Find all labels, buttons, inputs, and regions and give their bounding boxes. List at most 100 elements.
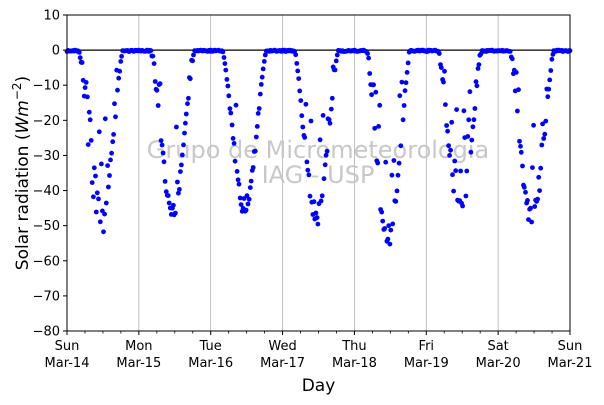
- data-point: [315, 221, 321, 227]
- data-point: [119, 53, 124, 59]
- data-point: [465, 134, 471, 139]
- data-point: [548, 68, 554, 73]
- data-point: [306, 172, 312, 178]
- data-point: [474, 83, 480, 89]
- data-point: [97, 219, 103, 225]
- data-point: [101, 229, 106, 235]
- data-point: [380, 218, 386, 224]
- data-point: [391, 158, 397, 163]
- data-point: [76, 50, 82, 55]
- data-point: [116, 75, 122, 81]
- data-point: [394, 188, 400, 194]
- data-point: [539, 142, 545, 148]
- data-point: [441, 79, 446, 85]
- data-point: [297, 88, 303, 94]
- data-point: [513, 70, 519, 75]
- y-tick-label: −30: [33, 149, 60, 164]
- x-tick-label-day: Mon: [125, 339, 152, 354]
- data-point: [305, 167, 311, 173]
- data-point: [444, 123, 449, 128]
- data-point: [259, 74, 265, 80]
- data-point: [183, 111, 189, 117]
- data-point: [326, 117, 332, 122]
- data-point: [260, 66, 266, 72]
- data-point: [106, 184, 111, 190]
- data-point: [333, 58, 339, 64]
- data-point: [541, 136, 547, 141]
- data-point: [293, 52, 299, 58]
- data-point: [158, 138, 164, 144]
- data-point: [460, 203, 465, 209]
- data-point: [532, 204, 538, 209]
- data-point: [115, 87, 120, 93]
- data-point: [405, 60, 411, 66]
- x-tick-label-date: Mar-17: [260, 356, 305, 371]
- data-point: [311, 199, 317, 205]
- data-point: [528, 205, 533, 211]
- data-point: [87, 117, 93, 123]
- y-axis-label: Solar radiation (Wm−2): [10, 76, 33, 270]
- data-point: [377, 102, 383, 108]
- data-point: [371, 82, 376, 88]
- data-point: [372, 125, 378, 131]
- data-point: [472, 106, 478, 111]
- data-point: [543, 118, 549, 124]
- data-point: [91, 194, 96, 200]
- data-point: [537, 188, 542, 194]
- data-point: [243, 207, 249, 213]
- data-point: [191, 52, 196, 58]
- data-point: [222, 61, 228, 66]
- data-point: [302, 135, 308, 140]
- data-point: [247, 185, 253, 191]
- data-point: [403, 80, 409, 86]
- data-point: [85, 94, 90, 100]
- data-point: [175, 179, 180, 185]
- data-point: [235, 177, 241, 183]
- data-point: [515, 108, 520, 114]
- y-tick-label: −50: [33, 219, 60, 234]
- data-point: [182, 130, 187, 136]
- data-point: [469, 137, 475, 143]
- data-point: [531, 122, 536, 128]
- data-point: [542, 131, 548, 137]
- data-point: [160, 150, 166, 156]
- data-point: [107, 173, 112, 178]
- data-point: [229, 122, 235, 128]
- data-point: [226, 93, 232, 99]
- data-point: [103, 200, 109, 206]
- data-point: [155, 103, 161, 108]
- watermark-line-2: IAG - USP: [262, 161, 375, 189]
- data-point: [187, 76, 193, 82]
- data-point: [402, 88, 408, 94]
- data-point: [525, 198, 530, 203]
- data-point: [507, 49, 513, 54]
- data-point: [375, 160, 381, 166]
- data-point: [105, 163, 110, 169]
- data-point: [183, 120, 188, 126]
- data-point: [221, 55, 227, 60]
- grid-lines: [138, 15, 499, 331]
- data-point: [250, 165, 256, 170]
- data-point: [79, 60, 85, 65]
- data-point: [538, 165, 544, 171]
- data-point: [313, 210, 319, 216]
- data-point: [307, 193, 313, 199]
- data-point: [177, 187, 182, 192]
- y-tick-label: −80: [33, 325, 60, 340]
- data-point: [324, 148, 330, 154]
- data-point: [308, 118, 314, 124]
- data-point: [458, 168, 463, 174]
- data-point: [367, 71, 373, 76]
- data-point: [102, 116, 108, 122]
- data-point: [93, 173, 98, 179]
- data-point: [451, 188, 456, 194]
- data-point: [262, 52, 268, 58]
- y-tick-label: 10: [43, 9, 60, 24]
- data-point: [395, 172, 401, 178]
- data-point: [77, 55, 83, 61]
- data-point: [303, 101, 309, 107]
- data-point: [398, 143, 404, 149]
- data-point: [237, 195, 243, 201]
- data-point: [178, 169, 183, 175]
- data-point: [365, 51, 370, 56]
